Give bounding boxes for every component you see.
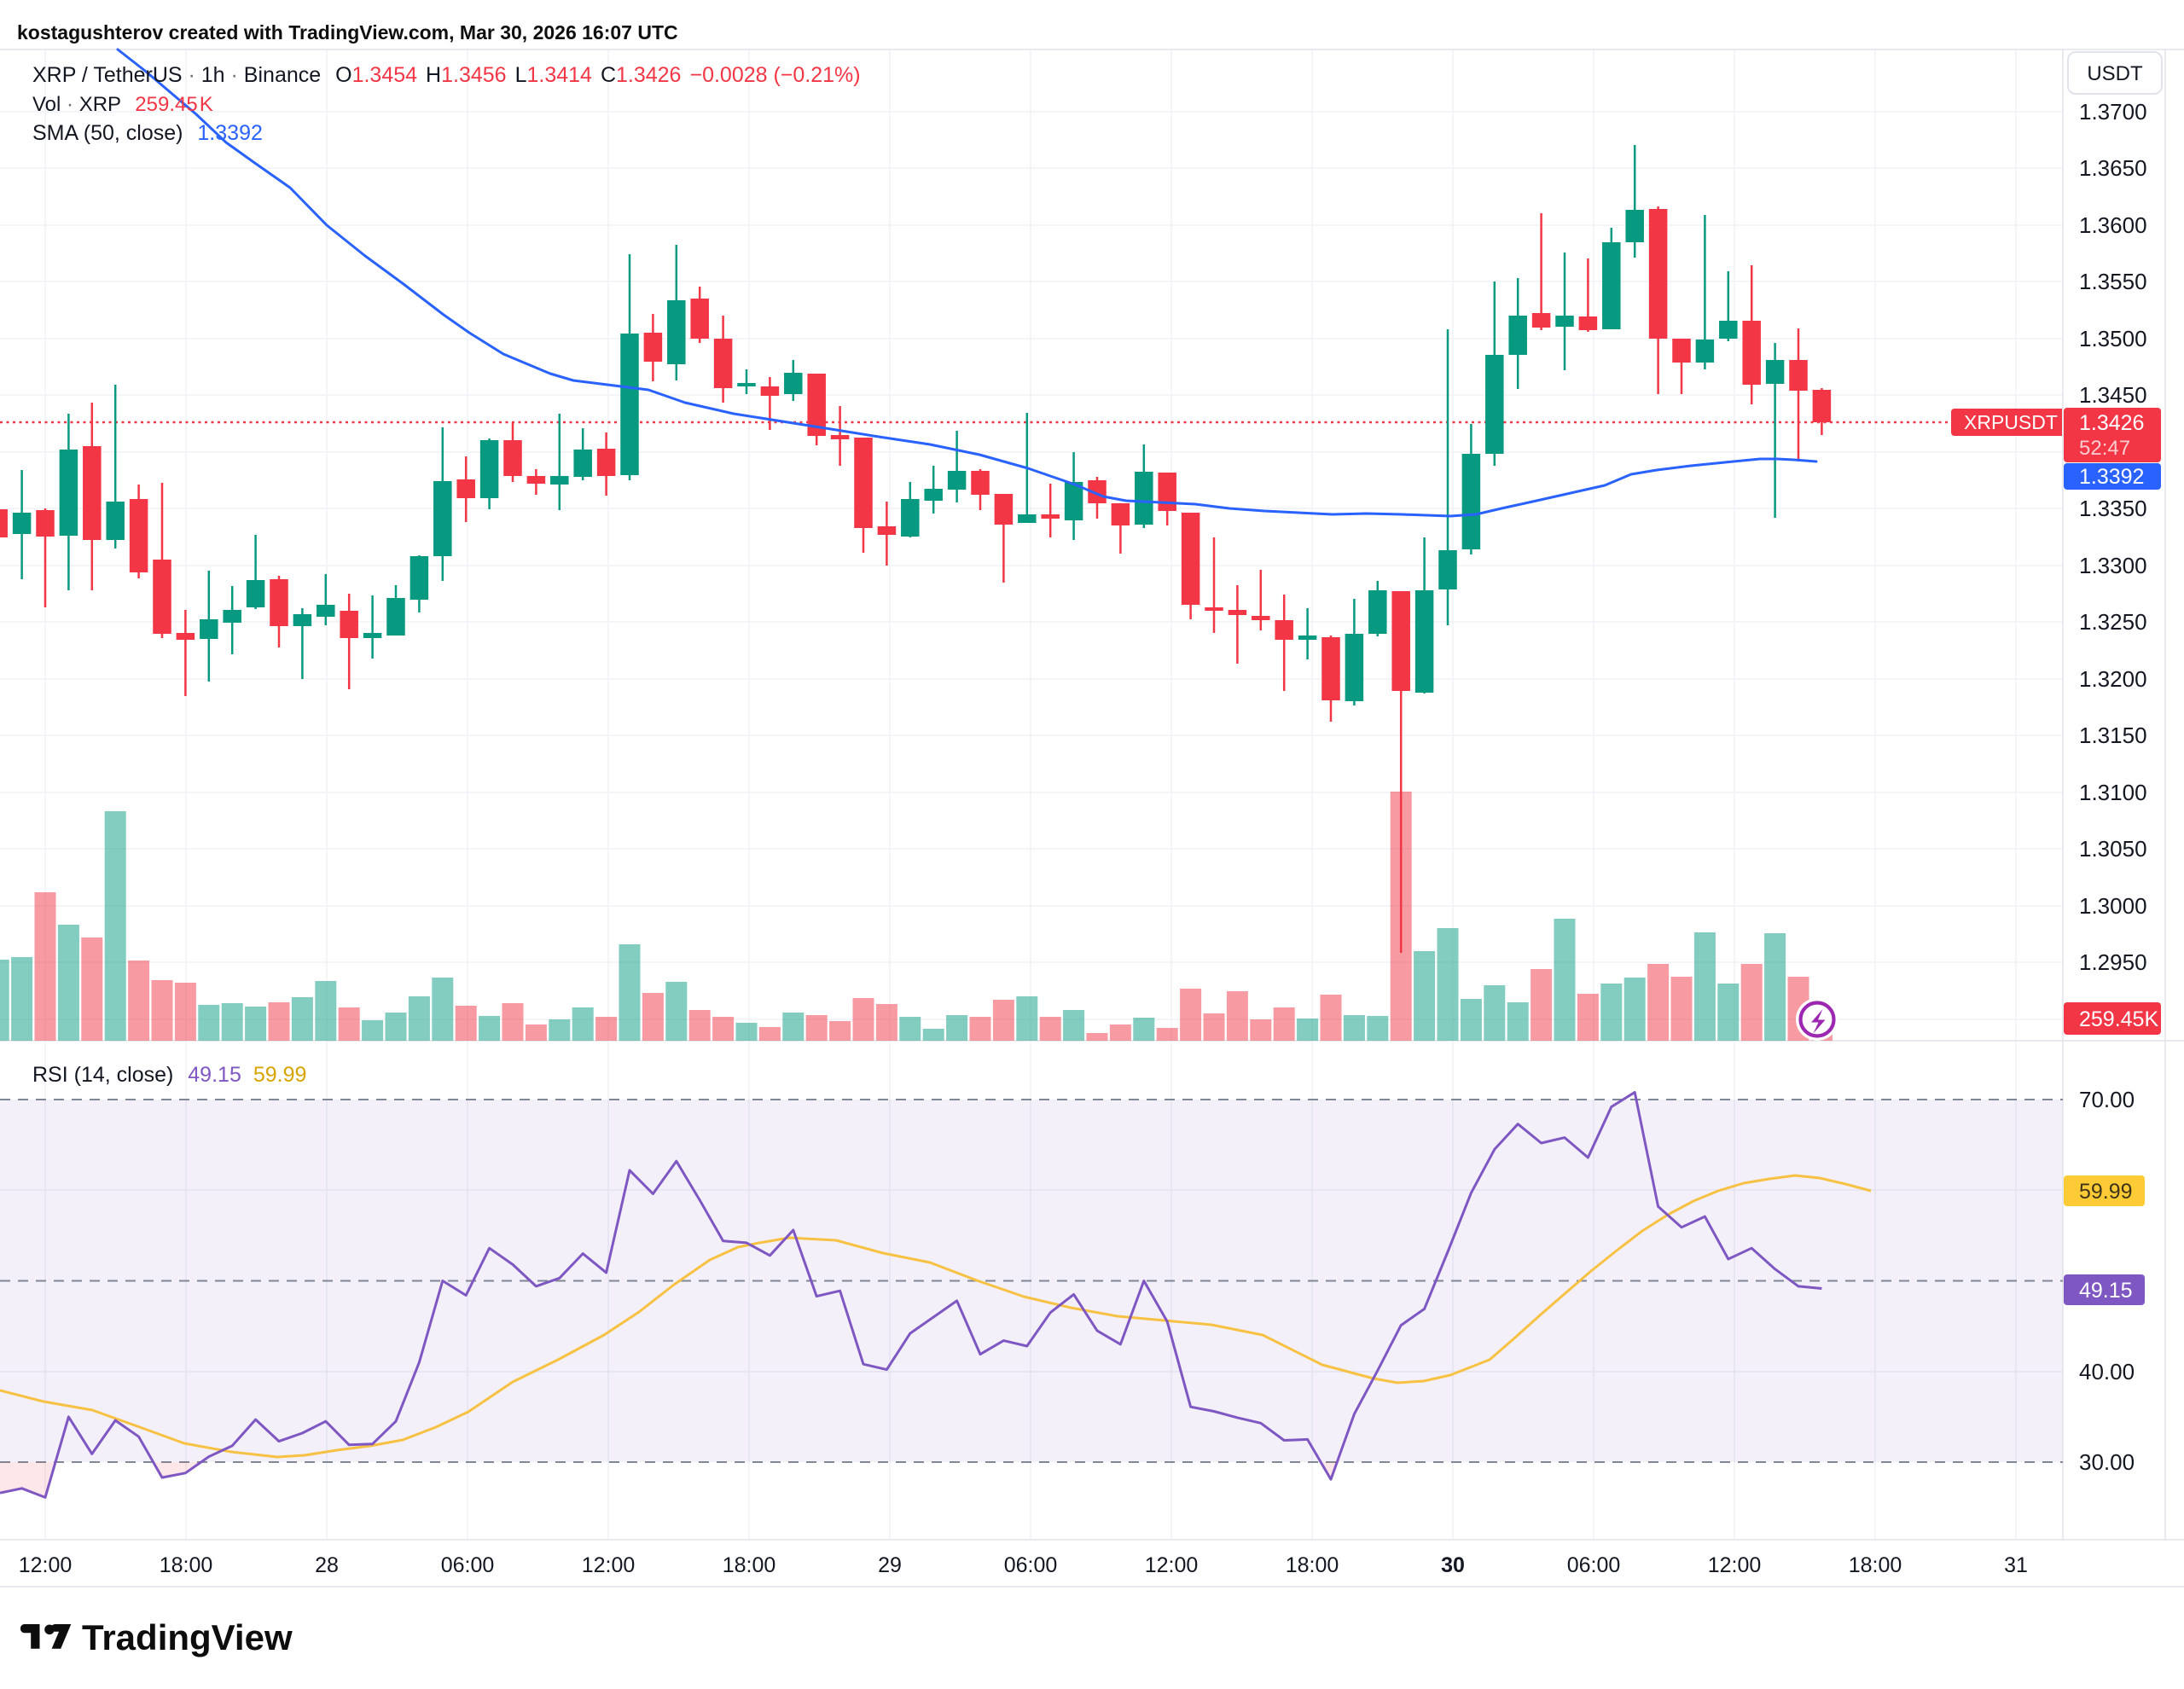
svg-text:1.3300: 1.3300 (2079, 553, 2147, 578)
svg-text:06:00: 06:00 (1004, 1553, 1058, 1577)
svg-text:1.3650: 1.3650 (2079, 155, 2147, 181)
svg-text:XRPUSDT: XRPUSDT (1964, 411, 2058, 433)
svg-text:1.3450: 1.3450 (2079, 382, 2147, 408)
svg-text:1.3426: 1.3426 (2079, 411, 2144, 435)
svg-text:Vol · XRP 259.45K: Vol · XRP 259.45K (32, 93, 213, 116)
svg-text:USDT: USDT (2087, 62, 2143, 85)
svg-text:1.2950: 1.2950 (2079, 949, 2147, 975)
svg-text:30.00: 30.00 (2079, 1449, 2135, 1475)
svg-text:52:47: 52:47 (2079, 437, 2130, 460)
svg-text:1.3200: 1.3200 (2079, 666, 2147, 692)
svg-text:18:00: 18:00 (160, 1553, 213, 1577)
svg-text:1.3350: 1.3350 (2079, 496, 2147, 521)
svg-text:259.45K: 259.45K (2079, 1007, 2158, 1031)
svg-text:30: 30 (1441, 1553, 1465, 1577)
svg-text:18:00: 18:00 (723, 1553, 776, 1577)
svg-text:28: 28 (315, 1553, 339, 1577)
svg-text:1.3550: 1.3550 (2079, 269, 2147, 294)
svg-text:XRP / TetherUS · 1h · Binance: XRP / TetherUS · 1h · Binance O1.3454 H1.… (32, 63, 861, 87)
svg-text:1.3392: 1.3392 (2079, 465, 2144, 489)
svg-text:12:00: 12:00 (1708, 1553, 1762, 1577)
svg-text:12:00: 12:00 (582, 1553, 636, 1577)
svg-text:29: 29 (878, 1553, 902, 1577)
svg-text:06:00: 06:00 (1567, 1553, 1621, 1577)
svg-text:1.3600: 1.3600 (2079, 212, 2147, 238)
svg-text:1.3150: 1.3150 (2079, 723, 2147, 748)
svg-text:40.00: 40.00 (2079, 1359, 2135, 1384)
svg-text:49.15: 49.15 (2079, 1279, 2133, 1303)
svg-text:1.3500: 1.3500 (2079, 326, 2147, 351)
svg-text:12:00: 12:00 (1145, 1553, 1199, 1577)
svg-text:31: 31 (2004, 1553, 2028, 1577)
svg-text:59.99: 59.99 (2079, 1180, 2133, 1204)
svg-text:12:00: 12:00 (19, 1553, 73, 1577)
svg-text:70.00: 70.00 (2079, 1087, 2135, 1112)
svg-text:18:00: 18:00 (1286, 1553, 1339, 1577)
svg-text:1.3250: 1.3250 (2079, 609, 2147, 635)
svg-text:TradingView: TradingView (82, 1617, 293, 1657)
svg-text:1.3000: 1.3000 (2079, 893, 2147, 919)
svg-text:SMA (50, close) 1.3392: SMA (50, close) 1.3392 (32, 121, 263, 145)
svg-text:1.3100: 1.3100 (2079, 780, 2147, 805)
svg-text:18:00: 18:00 (1849, 1553, 1902, 1577)
svg-text:1.3050: 1.3050 (2079, 836, 2147, 862)
svg-text:kostagushterov created with Tr: kostagushterov created with TradingView.… (17, 21, 678, 44)
svg-text:1.3700: 1.3700 (2079, 99, 2147, 125)
svg-text:06:00: 06:00 (441, 1553, 495, 1577)
